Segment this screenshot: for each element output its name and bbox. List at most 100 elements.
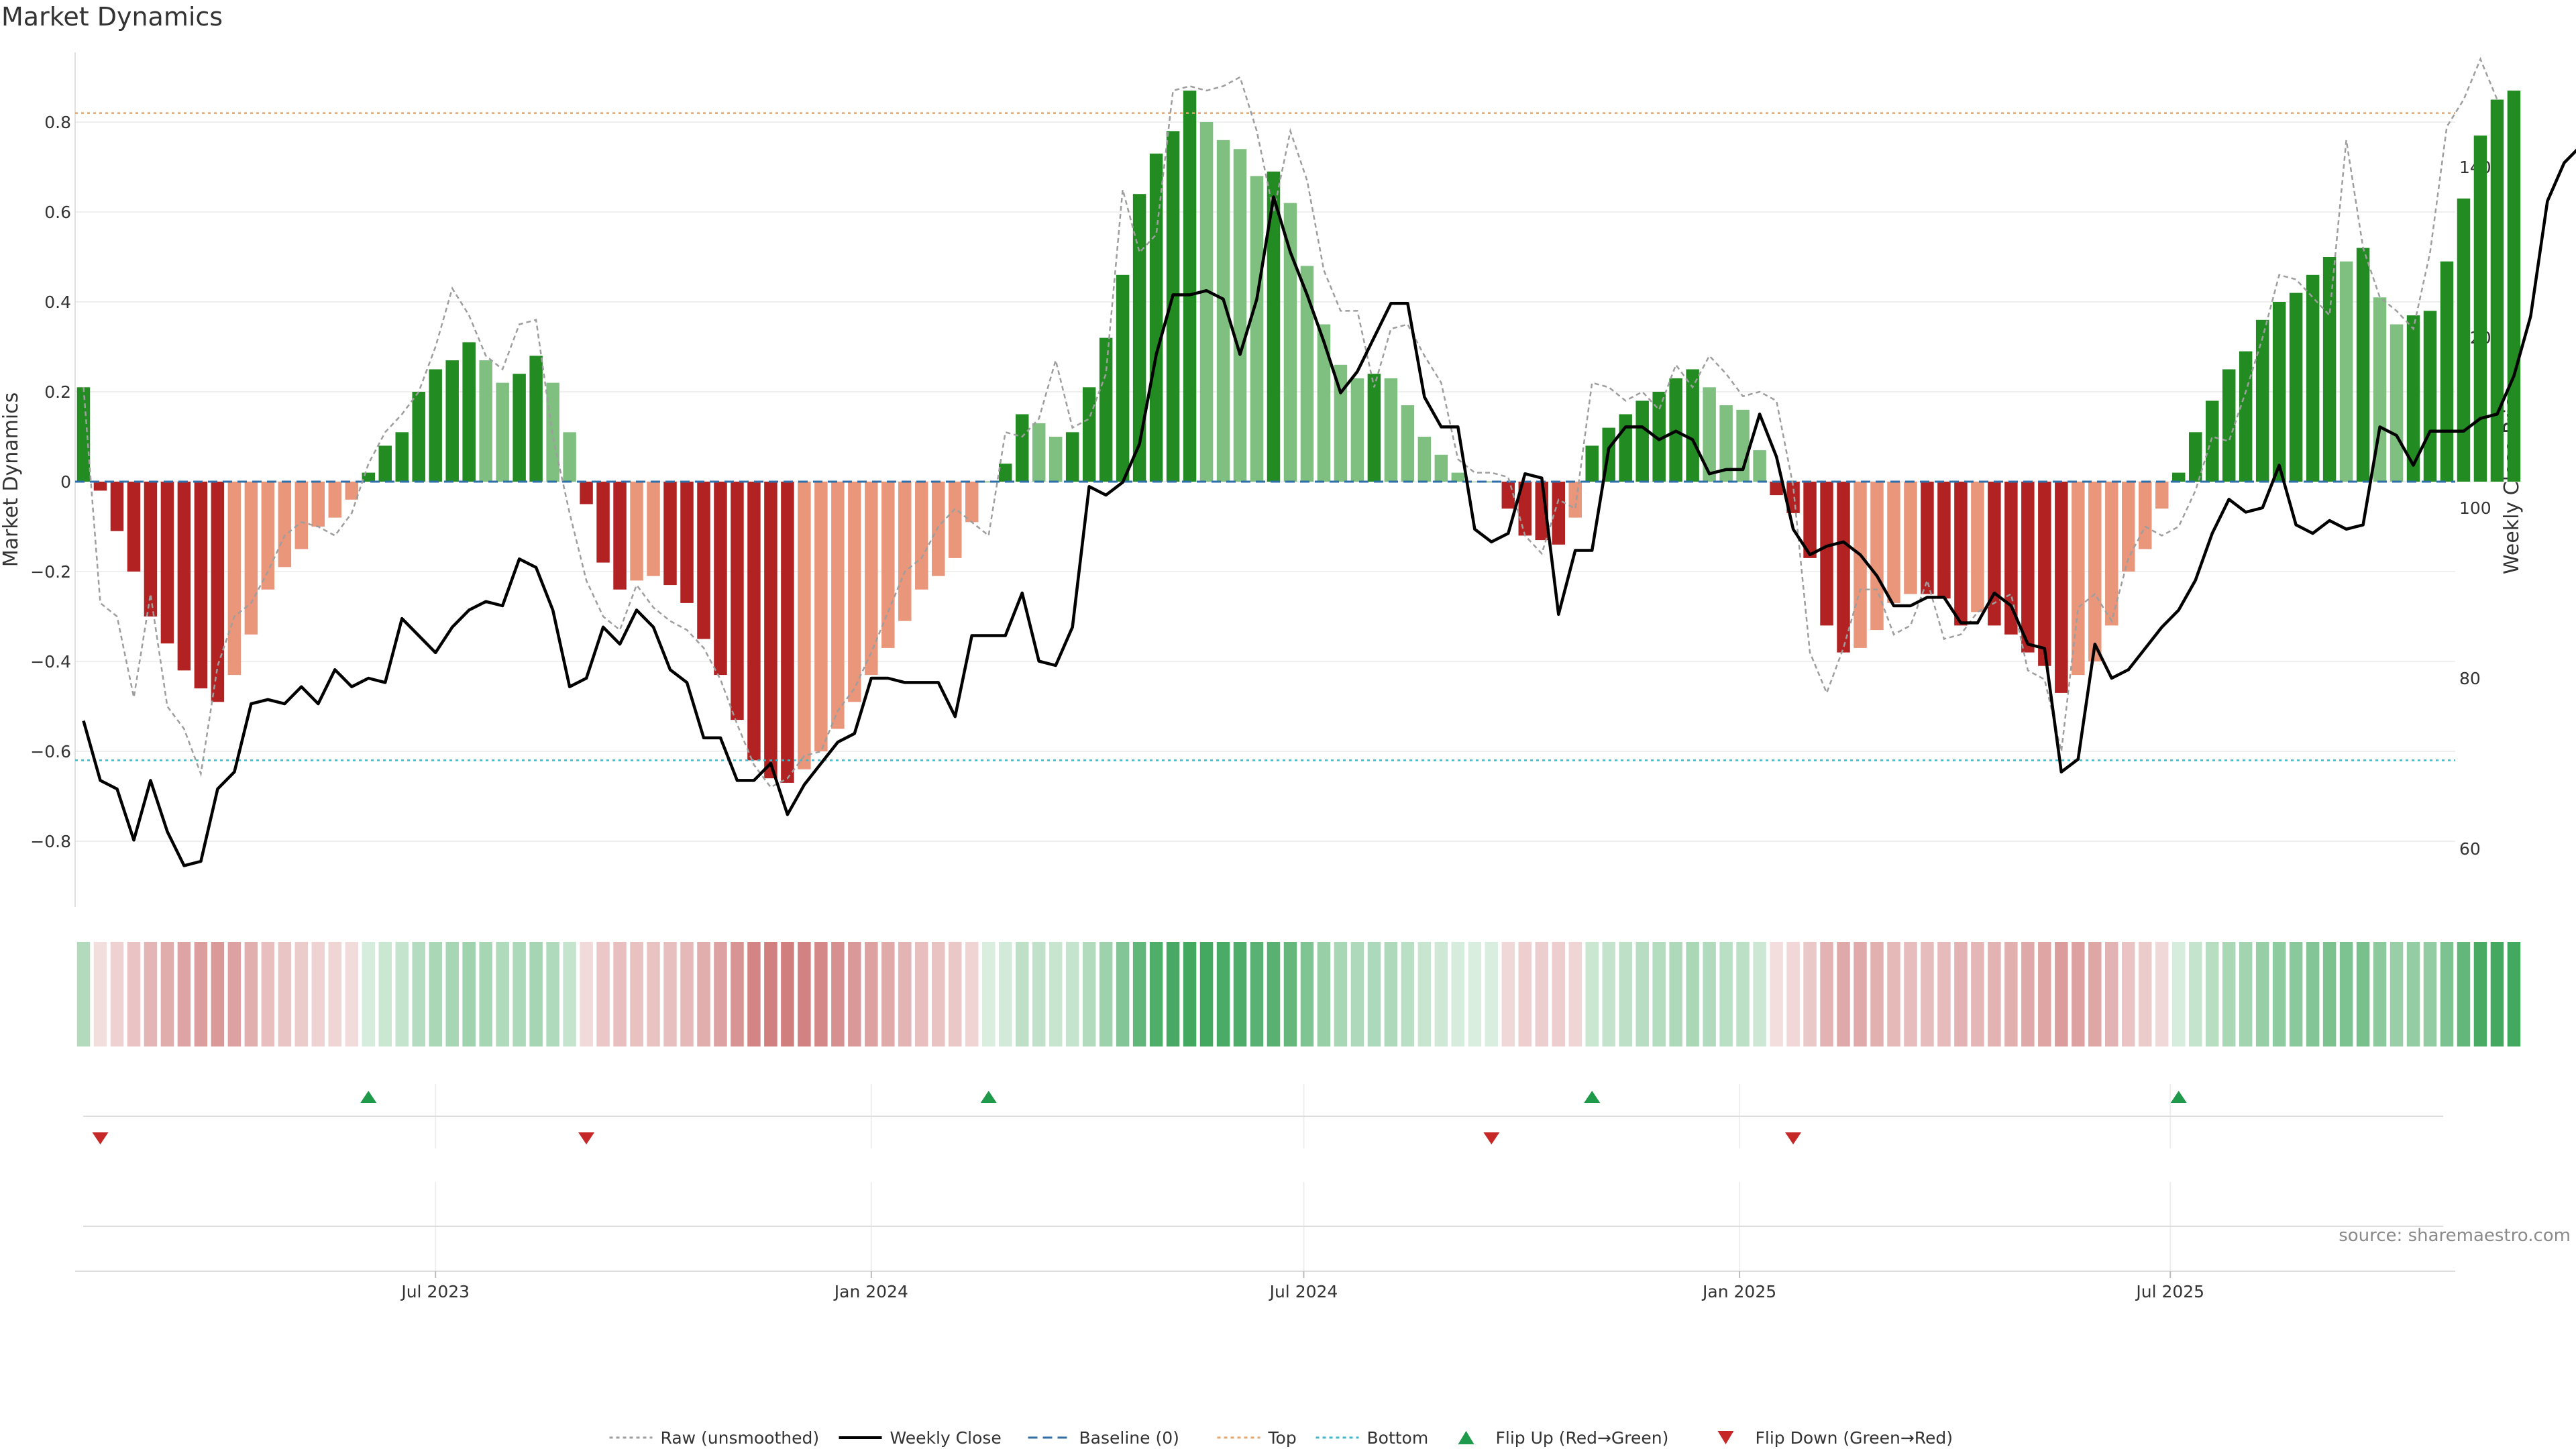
dynamics-bar xyxy=(1183,91,1197,482)
heat-strip-cell xyxy=(1686,942,1699,1046)
dynamics-bar xyxy=(278,482,292,568)
grid-lines xyxy=(75,121,2455,842)
dynamics-bar xyxy=(1988,482,2001,626)
heat-strip-cell xyxy=(2255,942,2269,1046)
dynamics-bar xyxy=(949,482,962,558)
heat-strip-cell xyxy=(1216,942,1230,1046)
dynamics-bar xyxy=(1149,153,1163,482)
x-tick-label: Jul 2023 xyxy=(400,1282,470,1301)
heat-strip-cell xyxy=(2155,942,2169,1046)
heat-strip-cell xyxy=(1669,942,1682,1046)
dynamics-bar xyxy=(2339,261,2353,482)
dynamics-bar xyxy=(1854,482,1867,648)
dynamics-bar xyxy=(965,482,979,523)
dynamics-bar xyxy=(630,482,643,581)
heat-strip-cell xyxy=(1602,942,1615,1046)
heat-strip-cell xyxy=(1954,942,1968,1046)
dynamics-bar xyxy=(1820,482,1833,626)
heat-strip-cell xyxy=(697,942,710,1046)
dynamics-bar xyxy=(2122,482,2135,572)
heat-strip-cell xyxy=(2072,942,2085,1046)
heat-strip-cell xyxy=(261,942,275,1046)
heat-strip-cell xyxy=(781,942,794,1046)
heat-strip-cell xyxy=(865,942,878,1046)
heat-strip-cell xyxy=(1334,942,1348,1046)
heat-strip-cell xyxy=(1585,942,1599,1046)
dynamics-bar xyxy=(2457,198,2471,482)
legend-label: Flip Up (Red→Green) xyxy=(1496,1428,1669,1448)
dynamics-bar xyxy=(1032,423,1046,482)
heat-strip-cell xyxy=(981,942,996,1046)
y-tick-label: −0.4 xyxy=(30,652,71,672)
dynamics-bar xyxy=(680,482,694,603)
heat-strip-cell xyxy=(1552,942,1565,1046)
dynamics-bar xyxy=(613,482,627,590)
heat-strip-cell xyxy=(76,942,91,1046)
heat-strip-cell xyxy=(1417,942,1432,1046)
heat-strip-cell xyxy=(2289,942,2303,1046)
dynamics-bar xyxy=(328,482,342,518)
dynamics-bar xyxy=(2038,482,2051,666)
dynamics-bar xyxy=(479,360,492,482)
dynamics-bar xyxy=(2289,292,2303,482)
x-tick-label: Jan 2024 xyxy=(833,1282,908,1301)
heat-strip-cell xyxy=(2507,942,2521,1046)
heat-strip-cell xyxy=(647,942,660,1046)
heat-strip-cell xyxy=(1384,942,1398,1046)
heat-strip-cell xyxy=(2004,942,2018,1046)
y-tick-label: 0 xyxy=(60,472,71,492)
dynamics-bar xyxy=(697,482,710,639)
heat-strip-cell xyxy=(311,942,325,1046)
heat-strip-cell xyxy=(2339,942,2353,1046)
dynamics-bar xyxy=(831,482,845,729)
heat-strip-cell xyxy=(2457,942,2471,1046)
heat-strip-cell xyxy=(915,942,928,1046)
reference-lines xyxy=(75,112,2455,761)
flip-down-marker xyxy=(578,1132,595,1144)
x-axis-ticks: Jul 2023 Jan 2024 Jul 2024 Jan 2025 Jul 2025 xyxy=(400,1271,2204,1301)
heat-strip-cell xyxy=(194,942,208,1046)
dynamics-bar xyxy=(1921,482,1934,594)
dynamics-bar xyxy=(563,432,576,482)
heat-strip-cell xyxy=(278,942,292,1046)
dynamics-bar xyxy=(1619,414,1632,482)
legend-item: Weekly Close xyxy=(839,1428,1002,1448)
heat-strip-cell xyxy=(2038,942,2051,1046)
dynamics-bar xyxy=(1568,482,1582,518)
heat-strip-cell xyxy=(1921,942,1934,1046)
dynamics-bar xyxy=(1065,432,1079,482)
dynamics-bar xyxy=(462,342,476,482)
flip-events-panel xyxy=(83,1084,2443,1148)
legend-label: Flip Down (Green→Red) xyxy=(1756,1428,1953,1448)
legend: Raw (unsmoothed) Weekly Close Baseline (0)… xyxy=(609,1428,1953,1448)
legend-item: Flip Up (Red→Green) xyxy=(1458,1428,1669,1448)
dynamics-bar xyxy=(2440,261,2454,482)
dynamics-bar xyxy=(261,482,275,590)
heat-strip-cell xyxy=(630,942,643,1046)
dynamics-bar xyxy=(2088,482,2102,661)
dynamics-bar xyxy=(2188,432,2202,482)
heat-strip-cell xyxy=(580,942,593,1046)
y-tick-label: 0.2 xyxy=(44,382,71,402)
heat-strip-cell xyxy=(211,942,225,1046)
heat-strip-cell xyxy=(2088,942,2102,1046)
dynamics-bar xyxy=(915,482,928,590)
dynamics-bars xyxy=(76,91,2521,783)
dynamics-bar xyxy=(1904,482,1917,594)
heat-strip-cell xyxy=(1904,942,1917,1046)
heat-strip-cell xyxy=(412,942,425,1046)
heat-strip-cell xyxy=(596,942,610,1046)
heat-strip-cell xyxy=(764,942,777,1046)
heat-strip-cell xyxy=(1283,942,1297,1046)
dynamics-bar xyxy=(110,482,124,531)
dynamics-bar xyxy=(2490,99,2504,482)
y-tick-label: −0.8 xyxy=(30,832,71,851)
heat-strip-cell xyxy=(110,942,124,1046)
heat-strip-cell xyxy=(932,942,945,1046)
dynamics-bar xyxy=(898,482,912,621)
heat-strip-cell xyxy=(177,942,191,1046)
dynamics-bar xyxy=(596,482,610,563)
dynamics-bar xyxy=(2473,136,2487,482)
heat-strip-cell xyxy=(445,942,459,1046)
dynamics-bar xyxy=(1954,482,1968,626)
